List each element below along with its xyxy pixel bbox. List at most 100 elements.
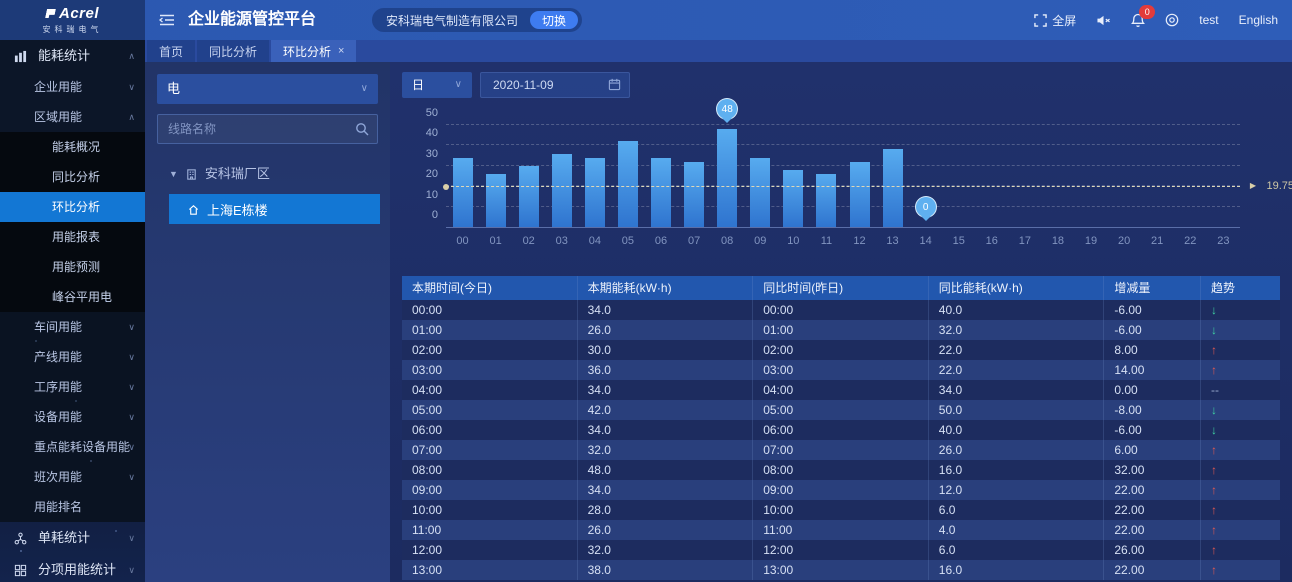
table-row: 07:00 32.0 07:00 26.0 6.00 ↑ [402,440,1280,460]
fullscreen-button[interactable]: 全屏 [1034,12,1076,29]
table-cell: 38.0 [578,560,754,580]
chart-bar[interactable] [551,153,572,227]
sidebar-item-label: 能耗概况 [52,140,101,154]
table-cell: 05:00 [402,400,578,420]
y-axis-tick: 40 [425,127,438,140]
switch-company-button[interactable]: 切换 [530,11,579,29]
x-axis-tick: 15 [952,235,965,247]
chart-bar[interactable] [485,173,506,227]
trend-up-icon: ↑ [1210,363,1217,377]
sidebar-item[interactable]: 用能预测 [0,252,145,282]
chart-bar[interactable] [750,157,771,227]
tab-active[interactable]: 环比分析 × [271,40,357,62]
trend-up-icon: ↑ [1210,483,1217,497]
chart-bar[interactable] [717,129,738,227]
sidebar-item[interactable]: 产线用能 ∨ [0,342,145,372]
x-axis-tick: 12 [853,235,866,247]
user-menu[interactable]: test [1199,13,1219,27]
sidebar-item[interactable]: 班次用能 ∨ [0,462,145,492]
acrel-logo: Acrel 安科瑞电气 [0,0,145,40]
search-input[interactable] [158,115,377,143]
table-cell: 48.0 [578,460,754,480]
language-switch[interactable]: English [1238,13,1278,27]
table-cell: 34.0 [578,480,754,500]
chart-bar[interactable] [452,157,473,227]
chart-plot: 0 10 20 30 40 50 00 01 02 03 04 05 06 07 08 09 10 11 12 13 1… [426,98,1292,247]
chart-bar[interactable] [518,165,539,227]
period-select[interactable]: 日 ∨ [402,72,472,98]
sidebar-item[interactable]: 用能排名 [0,492,145,522]
acrel-logo-icon [45,9,56,18]
calendar-icon [608,78,621,91]
table-row: 12:00 32.0 12:00 6.0 26.00 ↑ [402,540,1280,560]
table-cell: 09:00 [753,480,929,500]
close-tab-icon[interactable]: × [338,45,345,57]
sidebar-item[interactable]: 企业用能 ∨ [0,72,145,102]
chart-bar[interactable] [684,161,705,227]
sidebar-item-label: 车间用能 [34,320,83,334]
gridline [446,124,1240,125]
chart-bar[interactable] [783,169,804,227]
sidebar-collapse-icon[interactable] [158,11,176,29]
line-tree-panel: 电 ∨ ▼ 安科瑞厂区 上海E栋楼 [145,62,391,582]
sidebar-item-label: 环比分析 [52,200,101,214]
x-axis-tick: 02 [522,235,535,247]
y-axis-tick: 50 [425,107,438,119]
date-picker[interactable]: 2020-11-09 [480,72,630,98]
trend-up-icon: ↑ [1210,463,1217,477]
sidebar-item-label: 产线用能 [34,350,83,364]
trend-flat-icon: -- [1210,383,1219,397]
sidebar-item[interactable]: 重点能耗设备用能 ∨ [0,432,145,462]
table-cell: 10:00 [402,500,578,520]
table-cell: 50.0 [929,400,1105,420]
chart-bar[interactable] [816,173,837,227]
tab-item[interactable]: 同比分析 [197,40,270,62]
table-cell: 13:00 [402,560,578,580]
sidebar-item[interactable]: 同比分析 [0,162,145,192]
sidebar-item[interactable]: 能耗概况 [0,132,145,162]
table-cell: 4.0 [929,520,1105,540]
table-cell: 16.0 [929,460,1105,480]
table-cell: 22.0 [929,360,1105,380]
sidebar-item[interactable]: 单耗统计 ∨ [0,522,145,554]
x-axis-tick: 20 [1117,235,1131,247]
table-header-cell: 同比时间(昨日) [753,276,929,300]
sidebar-item[interactable]: 区域用能 ∧ [0,102,145,132]
trend-down-icon: ↓ [1210,303,1217,317]
tree-node-selected[interactable]: 上海E栋楼 [169,194,380,224]
sidebar-item[interactable]: 环比分析 [0,192,145,222]
x-axis-tick: 16 [985,235,998,247]
chart-bar[interactable] [651,157,672,227]
chart-bar[interactable] [584,157,605,227]
tree-node-root[interactable]: ▼ 安科瑞厂区 [145,160,390,188]
mute-button[interactable] [1096,14,1111,27]
chart-bar[interactable] [617,141,638,227]
tree-node-label: 安科瑞厂区 [204,166,270,181]
chart-bar[interactable] [849,161,870,227]
sidebar-item-label: 峰谷平用电 [52,290,113,304]
sidebar-item[interactable]: 分项用能统计 ∨ [0,554,145,582]
tree-expand-caret[interactable]: ▼ [169,169,178,179]
notifications-button[interactable]: 0 [1131,4,1156,28]
tab-label: 同比分析 [209,44,258,59]
table-cell: 00:00 [402,300,578,320]
gridline [446,205,1240,207]
table-cell: 40.0 [929,300,1105,320]
sidebar-item[interactable]: 车间用能 ∨ [0,312,145,342]
sidebar-item[interactable]: 能耗统计 ∧ [0,40,145,72]
x-axis-tick: 01 [489,235,502,247]
x-axis-tick: 10 [787,235,800,247]
tab-item[interactable]: 首页 [147,40,196,62]
sidebar-item[interactable]: 用能报表 [0,222,145,252]
sidebar-item[interactable]: 峰谷平用电 [0,282,145,312]
chart-bar[interactable] [882,149,903,227]
x-axis-tick: 14 [919,235,932,247]
sidebar-item-label: 区域用能 [34,110,83,124]
gridline [446,144,1240,146]
help-button[interactable] [1165,13,1179,27]
sidebar-item[interactable]: 工序用能 ∨ [0,372,145,402]
sidebar-item[interactable]: 设备用能 ∨ [0,402,145,432]
energy-type-select[interactable]: 电 ∨ [157,74,378,104]
help-icon [1165,13,1179,27]
